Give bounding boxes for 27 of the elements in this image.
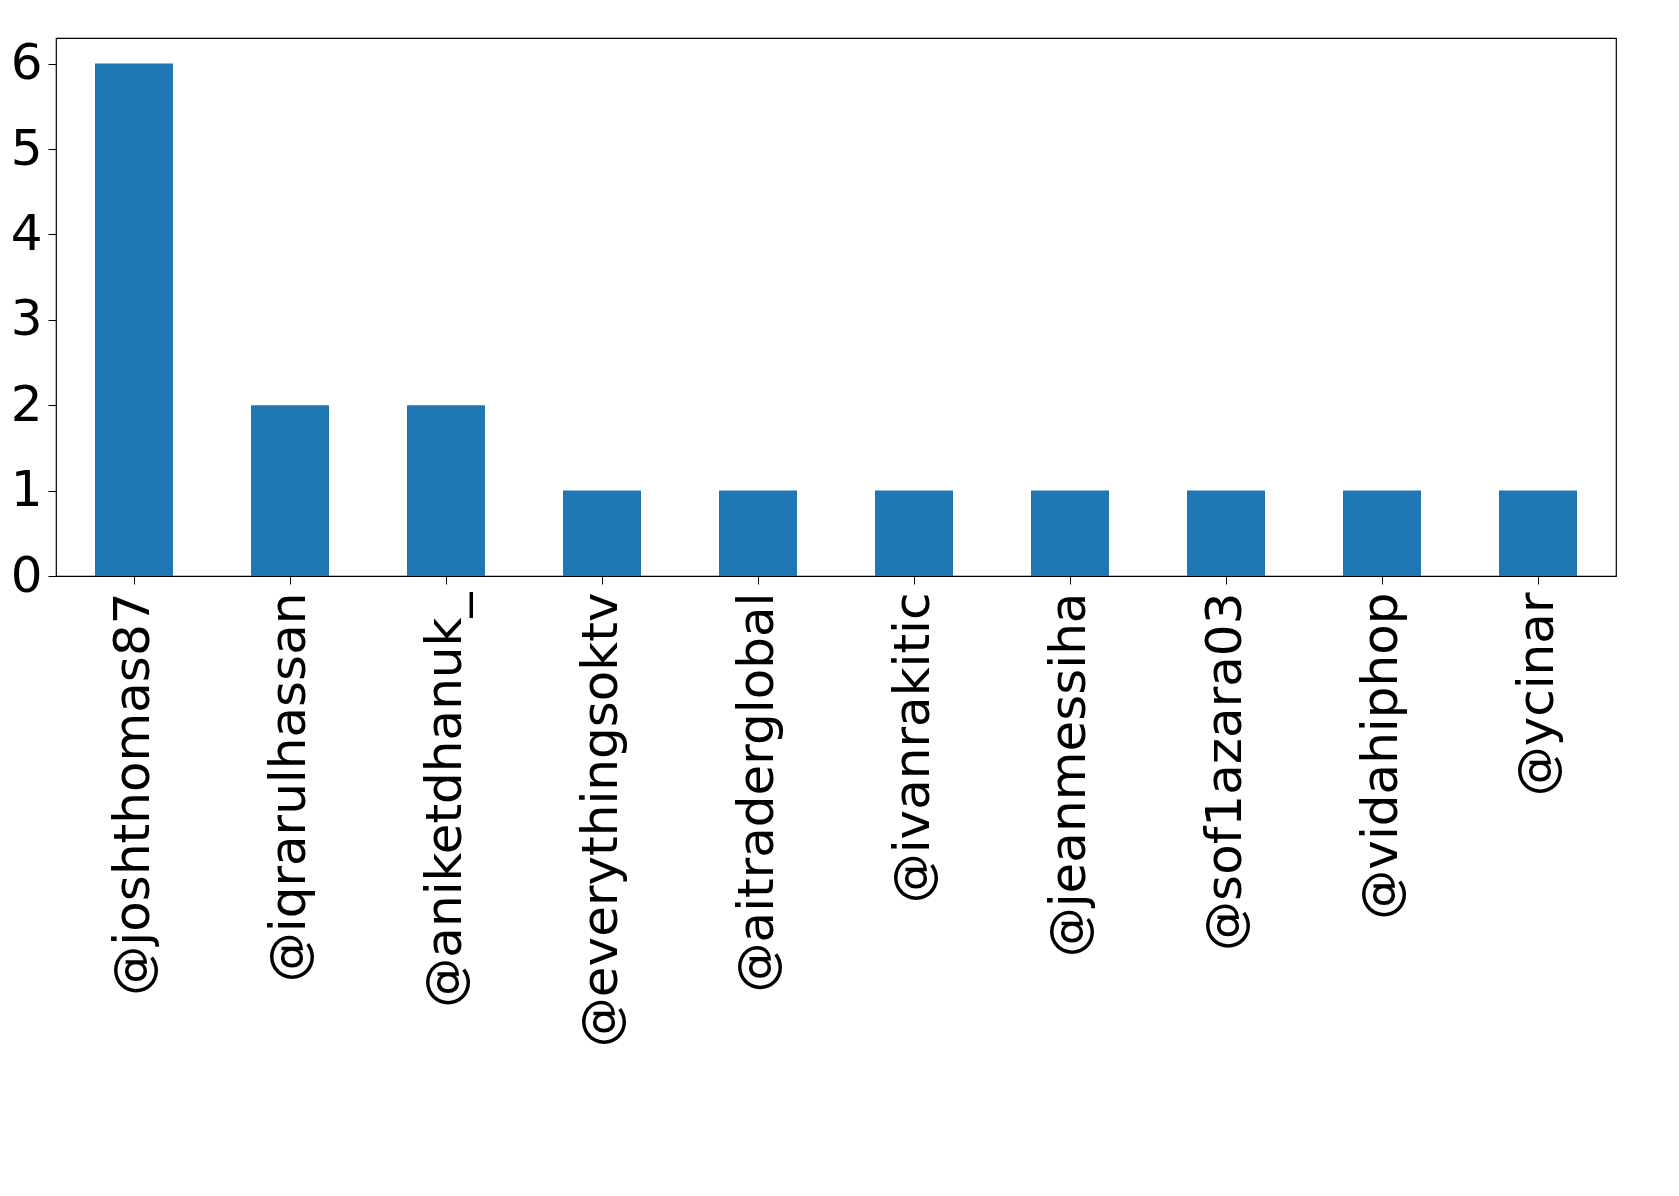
x-tick-label: @vidahiphop bbox=[1351, 592, 1409, 920]
bar bbox=[1031, 490, 1109, 576]
bar bbox=[719, 490, 797, 576]
y-tick-label: 4 bbox=[10, 203, 43, 262]
y-tick-label: 0 bbox=[10, 545, 43, 604]
x-tick-label: @everythingsoktv bbox=[571, 592, 629, 1048]
y-tick-label: 6 bbox=[10, 33, 43, 92]
bar bbox=[1187, 490, 1265, 576]
y-tick-label: 2 bbox=[10, 374, 43, 433]
x-tick-label: @jeanmessiha bbox=[1039, 592, 1097, 958]
bar bbox=[407, 405, 485, 576]
x-tick-label: @joshthomas87 bbox=[103, 592, 161, 996]
bar bbox=[1499, 490, 1577, 576]
x-tick-label: @sof1azara03 bbox=[1195, 592, 1253, 951]
bar bbox=[95, 63, 173, 576]
x-tick-label: @ivanrakitic bbox=[883, 592, 941, 904]
bar bbox=[563, 490, 641, 576]
y-tick-label: 3 bbox=[10, 289, 43, 348]
bar bbox=[875, 490, 953, 576]
x-tick-label: @aitraderglobal bbox=[727, 592, 785, 993]
x-tick-label: @aniketdhanuk_ bbox=[415, 591, 473, 1008]
bar bbox=[1343, 490, 1421, 576]
y-tick-label: 5 bbox=[10, 118, 43, 177]
y-tick-label: 1 bbox=[10, 460, 43, 519]
bar bbox=[251, 405, 329, 576]
x-tick-label: @ycinar bbox=[1507, 592, 1565, 797]
x-tick-label: @iqrarulhassan bbox=[259, 592, 317, 983]
